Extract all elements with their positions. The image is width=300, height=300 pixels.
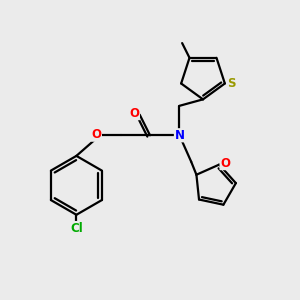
Text: Cl: Cl: [70, 221, 83, 235]
Text: O: O: [129, 107, 140, 120]
Text: O: O: [92, 128, 101, 141]
Text: S: S: [227, 77, 236, 90]
Text: O: O: [220, 157, 230, 169]
Text: N: N: [174, 129, 184, 142]
